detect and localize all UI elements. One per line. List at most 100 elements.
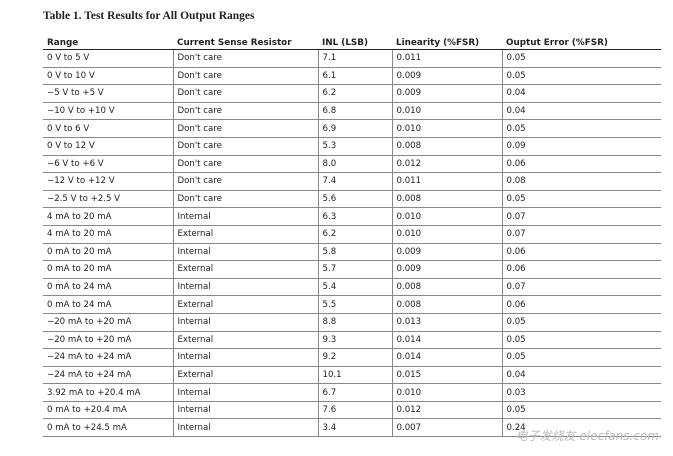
- table-cell: Don't care: [172, 172, 318, 191]
- table-cell: 6.2: [317, 84, 392, 103]
- table-cell: 5.8: [317, 243, 392, 262]
- table-cell: 0 V to 12 V: [43, 137, 173, 156]
- table-row: −20 mA to +20 mA External 9.3 0.014 0.05: [43, 331, 661, 350]
- table-row: −24 mA to +24 mA Internal 9.2 0.014 0.05: [43, 348, 661, 367]
- table-cell: 0.06: [501, 243, 661, 262]
- table-row: 0 V to 12 V Don't care 5.3 0.008 0.09: [43, 137, 661, 156]
- table-cell: 0.012: [391, 155, 502, 174]
- table-cell: 8.0: [317, 155, 392, 174]
- table-row: −12 V to +12 V Don't care 7.4 0.011 0.08: [43, 172, 661, 191]
- table-cell: 9.2: [317, 348, 392, 367]
- table-cell: Internal: [172, 383, 318, 402]
- column-header: Range: [43, 36, 173, 50]
- table-row: 0 mA to +24.5 mA Internal 3.4 0.007 0.24: [43, 418, 661, 438]
- table-cell: 6.2: [317, 225, 392, 244]
- table-row: 0 V to 6 V Don't care 6.9 0.010 0.05: [43, 119, 661, 138]
- table-cell: Don't care: [172, 49, 318, 68]
- table-cell: Don't care: [172, 102, 318, 121]
- table-cell: −5 V to +5 V: [43, 84, 173, 103]
- table-row: 0 V to 10 V Don't care 6.1 0.009 0.05: [43, 67, 661, 86]
- table-cell: 0.012: [391, 401, 502, 420]
- table-cell: −10 V to +10 V: [43, 102, 173, 121]
- table-cell: 5.7: [317, 260, 392, 279]
- table-title: Table 1. Test Results for All Output Ran…: [43, 10, 255, 22]
- table-cell: 0.04: [501, 366, 661, 385]
- results-table: Range Current Sense Resistor INL (LSB) Line…: [43, 36, 661, 438]
- table-row: 0 mA to 20 mA Internal 5.8 0.009 0.06: [43, 243, 661, 262]
- table-row: −20 mA to +20 mA Internal 8.8 0.013 0.05: [43, 313, 661, 332]
- table-cell: Internal: [172, 401, 318, 420]
- table-cell: 0.008: [391, 278, 502, 297]
- table-cell: 0.009: [391, 67, 502, 86]
- table-cell: 0.010: [391, 207, 502, 226]
- table-cell: 0 mA to +20.4 mA: [43, 401, 173, 420]
- table-cell: Don't care: [172, 137, 318, 156]
- table-cell: 7.4: [317, 172, 392, 191]
- table-row: 4 mA to 20 mA Internal 6.3 0.010 0.07: [43, 207, 661, 226]
- table-cell: Internal: [172, 243, 318, 262]
- table-cell: 0.014: [391, 348, 502, 367]
- table-cell: 0.015: [391, 366, 502, 385]
- table-cell: Don't care: [172, 119, 318, 138]
- table-cell: 0.014: [391, 331, 502, 350]
- table-cell: Don't care: [172, 190, 318, 209]
- table-cell: External: [172, 366, 318, 385]
- table-cell: 0.06: [501, 295, 661, 314]
- table-cell: Internal: [172, 278, 318, 297]
- table-cell: 5.5: [317, 295, 392, 314]
- column-header: Current Sense Resistor: [173, 36, 318, 50]
- table-row: 4 mA to 20 mA External 6.2 0.010 0.07: [43, 225, 661, 244]
- watermark: 电子发烧友 elecfans.com: [515, 429, 659, 443]
- table-body: 0 V to 5 V Don't care 7.1 0.011 0.05 0 V to 1…: [43, 49, 661, 438]
- table-cell: 0.008: [391, 137, 502, 156]
- table-cell: −2.5 V to +2.5 V: [43, 190, 173, 209]
- table-cell: 0.009: [391, 243, 502, 262]
- table-cell: 6.7: [317, 383, 392, 402]
- table-cell: 0.05: [501, 331, 661, 350]
- table-cell: External: [172, 260, 318, 279]
- table-cell: 0 mA to 20 mA: [43, 260, 173, 279]
- table-cell: 0.03: [501, 383, 661, 402]
- table-cell: 0.04: [501, 102, 661, 121]
- column-header: Ouptut Error (%FSR): [502, 36, 661, 50]
- table-cell: 7.1: [317, 49, 392, 68]
- table-row: 0 mA to +20.4 mA Internal 7.6 0.012 0.05: [43, 401, 661, 420]
- table-cell: −24 mA to +24 mA: [43, 366, 173, 385]
- table-cell: 0.013: [391, 313, 502, 332]
- table-cell: 0 mA to 20 mA: [43, 243, 173, 262]
- table-row: −10 V to +10 V Don't care 6.8 0.010 0.04: [43, 102, 661, 121]
- table-cell: 8.8: [317, 313, 392, 332]
- table-cell: 0.008: [391, 295, 502, 314]
- table-cell: 0.010: [391, 225, 502, 244]
- table-cell: 0 V to 6 V: [43, 119, 173, 138]
- table-cell: 0.010: [391, 119, 502, 138]
- table-row: 0 mA to 24 mA External 5.5 0.008 0.06: [43, 295, 661, 314]
- table-cell: 0.09: [501, 137, 661, 156]
- table-cell: 0.05: [501, 348, 661, 367]
- table-row: −6 V to +6 V Don't care 8.0 0.012 0.06: [43, 155, 661, 174]
- table-cell: 0 mA to 24 mA: [43, 278, 173, 297]
- table-cell: 7.6: [317, 401, 392, 420]
- table-cell: 6.3: [317, 207, 392, 226]
- table-cell: 6.9: [317, 119, 392, 138]
- table-cell: Internal: [172, 207, 318, 226]
- table-cell: Don't care: [172, 155, 318, 174]
- table-cell: 0.05: [501, 313, 661, 332]
- table-cell: 0.06: [501, 260, 661, 279]
- table-cell: External: [172, 225, 318, 244]
- table-cell: 4 mA to 20 mA: [43, 207, 173, 226]
- table-cell: 0.010: [391, 383, 502, 402]
- table-cell: 0.011: [391, 172, 502, 191]
- table-cell: 3.92 mA to +20.4 mA: [43, 383, 173, 402]
- table-cell: 0.07: [501, 278, 661, 297]
- table-cell: −24 mA to +24 mA: [43, 348, 173, 367]
- table-cell: 0.04: [501, 84, 661, 103]
- table-row: 0 mA to 24 mA Internal 5.4 0.008 0.07: [43, 278, 661, 297]
- table-cell: 0.008: [391, 190, 502, 209]
- table-cell: 0 mA to +24.5 mA: [43, 418, 173, 438]
- table-cell: 0.05: [501, 190, 661, 209]
- table-row: 0 mA to 20 mA External 5.7 0.009 0.06: [43, 260, 661, 279]
- table-cell: 6.1: [317, 67, 392, 86]
- table-row: −5 V to +5 V Don't care 6.2 0.009 0.04: [43, 84, 661, 103]
